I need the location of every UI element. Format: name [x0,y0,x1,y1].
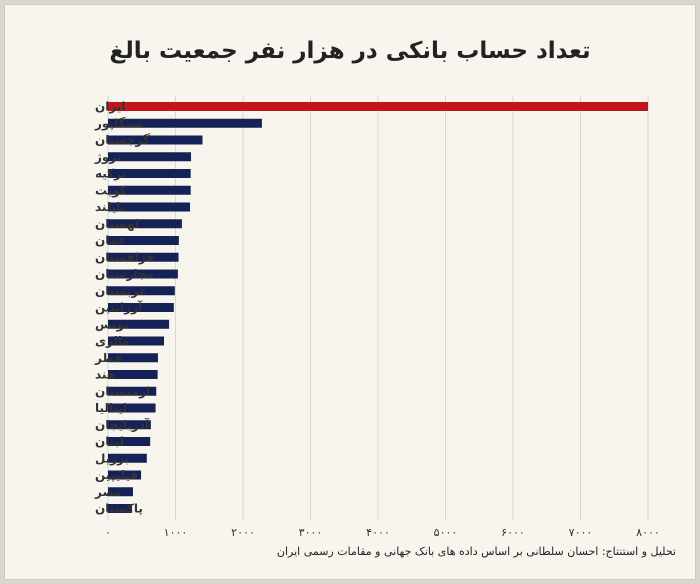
x-tick-label: ۶۰۰۰ [501,526,525,539]
category-label: آرژانتین [95,300,143,315]
bar [108,504,132,513]
chart-title: تعداد حساب بانکی در هزار نفر جمعیت بالغ [109,38,591,64]
x-tick-label: ۷۰۰۰ [569,526,593,539]
x-tick-label: ۲۰۰۰ [231,526,255,539]
category-label: ارمنستان [95,384,150,398]
bar [108,470,142,480]
bar [108,252,179,262]
category-label: پاکستان [95,502,143,516]
x-tick-label: ۸۰۰۰ [636,526,660,539]
category-label: آذربایجان [95,417,150,432]
category-label: نروژ [94,150,121,165]
bar [108,453,147,463]
category-label: مجارستان [95,267,154,281]
source-credit: تحلیل و استنتاج: احسان سلطانی بر اساس دا… [276,545,676,558]
x-tick-label: ۵۰۰۰ [434,526,458,539]
bar [108,185,191,195]
category-label: قطر [94,351,122,365]
bar [108,135,203,145]
category-label: لهستان [95,217,139,231]
bar [108,152,192,162]
bar [108,169,191,178]
category-label: عربستان [95,284,147,298]
category-label: قزاقستان [95,250,154,264]
bar [108,487,133,497]
bar [108,386,157,396]
category-label: گرجستان [95,133,150,147]
bar [108,269,178,279]
category-label: لبنان [95,435,124,449]
category-label: مصر [94,485,122,499]
category-label: تایلند [95,200,125,214]
category-label: مالزی [95,334,130,348]
category-label: سنگاپور [94,116,142,131]
bar [108,118,262,128]
x-tick-label: ۳۰۰۰ [299,526,323,539]
category-label: ترکیه [95,167,126,181]
bar [108,286,175,296]
bar [108,202,191,212]
category-label: ایران [95,100,125,114]
bar [108,437,151,446]
x-tick-label: ۱۰۰۰ [164,526,188,539]
bar [108,420,151,430]
bar [108,236,179,245]
x-tick-label: ۰ [105,526,111,539]
category-label: برزیل [95,451,129,465]
category-label: ایتالیا [95,401,127,415]
bar [108,336,165,346]
bar [108,403,156,413]
category-label: عمان [95,234,126,248]
bar [108,219,182,229]
bar [108,303,174,312]
bar [108,353,158,363]
bar [108,370,158,379]
category-label: کویت [95,183,127,198]
bar [108,319,170,329]
x-tick-label: ۴۰۰۰ [366,526,390,539]
category-label: هند [95,368,115,382]
category-label: فیلیپین [95,468,138,482]
bar [108,102,648,111]
category-label: تونس [95,317,129,332]
